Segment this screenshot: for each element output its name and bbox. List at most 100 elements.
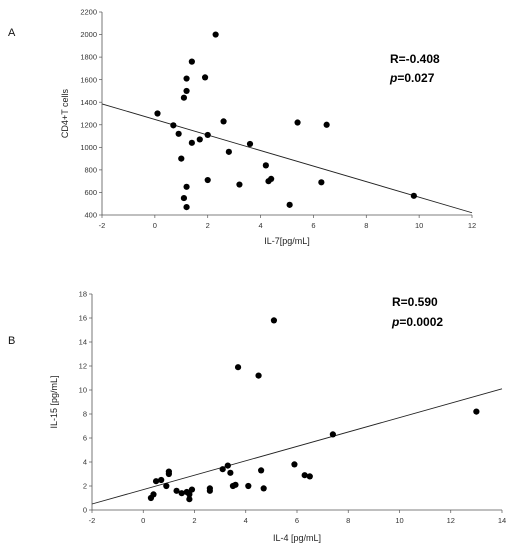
- x-tick-label: 10: [395, 516, 403, 525]
- data-point: [329, 431, 336, 438]
- data-point: [183, 75, 190, 82]
- y-tick-label: 4: [83, 458, 87, 467]
- x-tick-label: 0: [153, 221, 157, 230]
- y-axis-label: CD4+T cells: [60, 88, 70, 138]
- p-symbol: p: [389, 71, 397, 85]
- data-point: [158, 476, 165, 484]
- data-point: [201, 74, 209, 81]
- y-tick-label: 1400: [80, 98, 97, 107]
- data-point: [175, 130, 182, 137]
- y-tick-label: 0: [83, 506, 87, 515]
- panel-label: B: [8, 335, 15, 347]
- data-point: [152, 478, 160, 485]
- data-point: [473, 408, 480, 415]
- data-point: [204, 176, 211, 184]
- y-tick-label: 2200: [80, 8, 97, 17]
- y-tick-label: 2: [83, 482, 87, 491]
- y-tick-label: 1000: [80, 143, 97, 152]
- x-tick-label: 14: [498, 516, 506, 525]
- data-point: [245, 482, 252, 490]
- correlation-r: R=-0.408: [390, 52, 440, 66]
- data-point: [318, 179, 325, 186]
- data-point: [212, 31, 219, 38]
- x-tick-label: 6: [295, 516, 299, 525]
- data-point: [225, 148, 232, 155]
- data-point: [186, 496, 193, 503]
- data-point: [232, 481, 239, 488]
- x-tick-label: -2: [89, 516, 96, 525]
- data-point: [178, 155, 185, 162]
- x-tick-label: 4: [258, 221, 262, 230]
- y-tick-label: 800: [84, 165, 97, 174]
- data-point: [286, 201, 293, 208]
- data-point: [224, 462, 231, 469]
- x-tick-label: 0: [141, 516, 145, 525]
- x-axis-label: IL-4 [pg/mL]: [273, 533, 321, 543]
- x-tick-label: 2: [192, 516, 196, 525]
- data-point: [270, 317, 278, 324]
- data-point: [183, 87, 190, 95]
- correlation-p: p=0.027: [389, 71, 435, 85]
- data-point: [188, 58, 195, 65]
- p-symbol: p: [391, 315, 399, 329]
- y-tick-label: 400: [84, 211, 97, 220]
- data-point: [170, 122, 177, 129]
- x-tick-label: 6: [311, 221, 315, 230]
- x-tick-label: 12: [468, 221, 476, 230]
- data-point: [183, 183, 190, 190]
- data-point: [206, 487, 213, 494]
- y-tick-label: 1600: [80, 75, 97, 84]
- data-point: [323, 121, 330, 128]
- x-tick-label: 8: [364, 221, 368, 230]
- data-point: [165, 468, 172, 475]
- x-tick-label: 8: [346, 516, 350, 525]
- y-tick-label: 8: [83, 410, 87, 419]
- data-point: [150, 491, 157, 498]
- p-value: =0.027: [397, 71, 434, 85]
- x-tick-label: 2: [206, 221, 210, 230]
- data-point: [180, 194, 188, 202]
- data-point: [188, 139, 195, 146]
- data-point: [262, 162, 269, 169]
- data-point: [180, 94, 188, 101]
- x-tick-label: 4: [244, 516, 248, 525]
- data-point: [220, 118, 227, 125]
- x-tick-label: -2: [99, 221, 106, 230]
- data-point: [227, 469, 234, 476]
- data-point: [246, 140, 254, 148]
- y-tick-label: 18: [79, 290, 87, 299]
- data-point: [301, 472, 308, 479]
- data-point: [306, 473, 313, 480]
- y-tick-label: 2000: [80, 30, 97, 39]
- data-point: [268, 175, 275, 183]
- data-point: [183, 204, 190, 211]
- data-point: [178, 490, 185, 497]
- data-point: [188, 486, 196, 493]
- regression-line: [101, 103, 473, 214]
- data-point: [294, 119, 301, 126]
- data-point: [236, 181, 243, 188]
- y-tick-label: 1800: [80, 53, 97, 62]
- chart-panel-a: A 400 600 800 1000 1200 1400 1600 1800 2000 2200 -2…: [8, 8, 476, 246]
- data-point: [234, 364, 242, 371]
- regression-line: [91, 388, 503, 505]
- data-point: [291, 461, 298, 468]
- data-point: [204, 131, 211, 139]
- data-point: [173, 487, 180, 494]
- y-tick-label: 1200: [80, 120, 97, 129]
- data-point: [260, 485, 267, 492]
- y-tick-label: 600: [84, 188, 97, 197]
- panel-label: A: [8, 27, 16, 39]
- x-tick-label: 10: [415, 221, 423, 230]
- x-tick-label: 12: [447, 516, 455, 525]
- data-point: [163, 482, 170, 490]
- data-point: [196, 136, 203, 143]
- y-tick-label: 6: [83, 434, 87, 443]
- correlation-p: p=0.0002: [391, 315, 443, 329]
- y-axis-label: IL-15 [pg/mL]: [49, 375, 59, 428]
- y-tick-label: 16: [79, 314, 87, 323]
- p-value: =0.0002: [399, 315, 443, 329]
- y-tick-label: 14: [79, 338, 87, 347]
